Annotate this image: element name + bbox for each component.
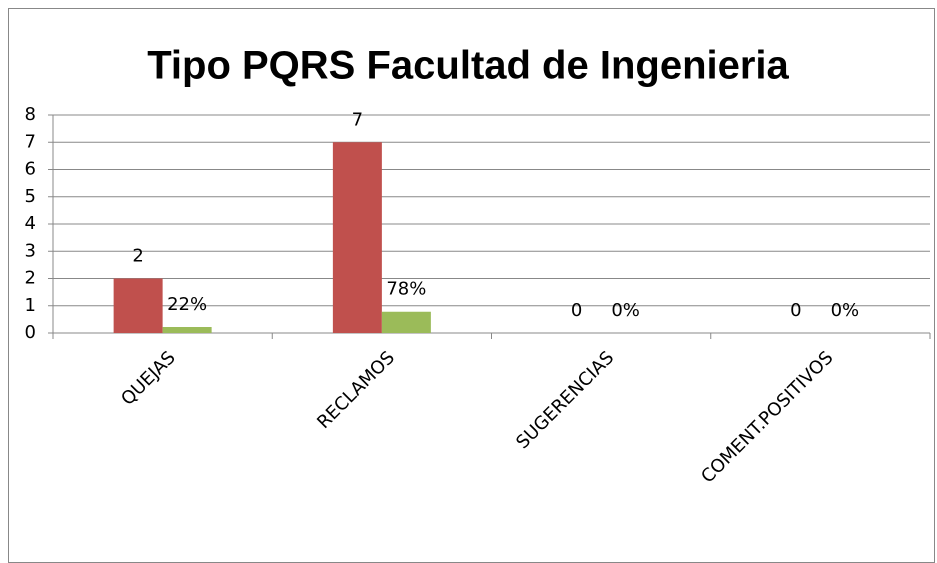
data-label: 22% [167, 294, 207, 315]
data-label: 0 [571, 300, 582, 321]
data-label: 0% [831, 300, 860, 321]
data-label: 0% [611, 300, 640, 321]
bar [332, 142, 382, 333]
y-tick-label: 2 [25, 268, 36, 289]
chart-title: Tipo PQRS Facultad de Ingenieria [147, 44, 789, 88]
y-tick-label: 3 [25, 240, 36, 261]
y-tick-label: 0 [25, 322, 36, 343]
data-label: 78% [386, 279, 426, 300]
bar [381, 311, 431, 333]
data-label: 7 [352, 109, 363, 130]
chart-border [8, 8, 935, 563]
y-tick-label: 6 [25, 159, 36, 180]
y-tick-label: 7 [25, 131, 36, 152]
bar [113, 278, 163, 333]
data-label: 0 [790, 300, 801, 321]
bar [162, 327, 212, 333]
y-tick-label: 5 [25, 186, 36, 207]
y-tick-label: 4 [25, 213, 36, 234]
data-label: 2 [132, 246, 143, 267]
y-tick-label: 1 [25, 295, 36, 316]
y-tick-label: 8 [25, 104, 36, 125]
